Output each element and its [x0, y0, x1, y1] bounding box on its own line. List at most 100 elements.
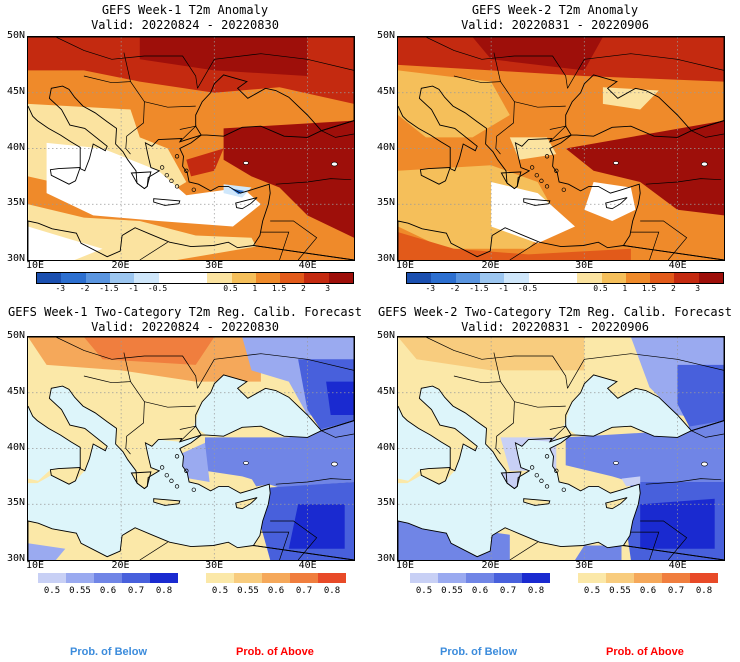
lon-label: 10E [25, 560, 45, 571]
sea-mask [398, 386, 641, 557]
panel-week1-anomaly: GEFS Week-1 T2m Anomaly Valid: 20220824 … [0, 0, 370, 310]
colorbar-tick: 0.55 [441, 586, 463, 596]
colorbar-tick: 0.6 [267, 586, 285, 596]
coastal-region [251, 476, 271, 487]
island-outline [159, 465, 165, 470]
colorbar-tick: -3 [425, 284, 436, 293]
anomaly-colorbar [406, 272, 724, 284]
probability-region [83, 337, 215, 365]
country-border [55, 37, 198, 89]
country-border [567, 353, 724, 389]
island-outline [49, 467, 81, 485]
island-outline [130, 471, 152, 490]
island-outline [419, 467, 451, 485]
lat-label: 45N [376, 385, 395, 397]
island-outline [544, 484, 550, 489]
colorbar-tick: 0.55 [69, 586, 91, 596]
colorbar-swatch [466, 573, 494, 583]
island-outline [561, 187, 566, 192]
colorbar-tick: 1 [622, 284, 628, 293]
lon-label: 20E [481, 260, 500, 271]
probability-region [28, 543, 66, 560]
country-border [144, 401, 196, 408]
island-outline [523, 198, 551, 206]
colorbar-swatch [134, 273, 159, 283]
sea-mask [193, 374, 322, 438]
map-area [27, 336, 355, 561]
probability-region [205, 420, 354, 488]
colorbar-tick: -3 [55, 284, 66, 293]
country-border [260, 531, 290, 560]
colorbar-tick: 0.8 [155, 586, 173, 596]
island-outline [539, 178, 544, 183]
colorbar-swatch [234, 573, 262, 583]
country-border [645, 178, 722, 185]
country-border [514, 401, 566, 408]
colorbar-tick: -2 [449, 284, 460, 293]
colorbar-swatch [601, 273, 626, 283]
lat-label: 40N [6, 441, 25, 453]
prob-above-colorbar [578, 573, 718, 583]
country-border [139, 541, 168, 560]
colorbar-swatch [690, 573, 718, 583]
lat-label: 50N [376, 30, 395, 41]
colorbar-swatch [182, 273, 208, 283]
island-outline [605, 497, 628, 510]
country-border [197, 353, 354, 389]
colorbar-tick: 0.5 [415, 586, 433, 596]
colorbar-swatch [290, 573, 318, 583]
lon-label: 20E [111, 260, 130, 271]
island-outline [153, 498, 181, 506]
anomaly-contour [584, 182, 636, 221]
colorbar-tick: 0.8 [527, 586, 545, 596]
lake [331, 461, 338, 467]
prob-below-colorbar [38, 573, 178, 583]
colorbar-swatch [674, 273, 699, 283]
island-outline [174, 184, 180, 189]
island-outline [544, 154, 550, 159]
island-outline [539, 478, 544, 483]
lon-label: 40E [668, 560, 687, 571]
colorbar-swatch [528, 273, 553, 283]
colorbar-tick: 1 [252, 284, 258, 293]
colorbar-tick: 0.6 [639, 586, 657, 596]
country-border [55, 337, 198, 389]
colorbar-tick: 0.7 [127, 586, 145, 596]
colorbar-swatch [577, 273, 602, 283]
colorbar-tick: 0.6 [99, 586, 117, 596]
island-outline [164, 473, 169, 478]
colorbar-swatch [625, 273, 651, 283]
lat-label: 50N [6, 30, 25, 41]
country-border [509, 241, 538, 260]
colorbar-swatch [280, 273, 305, 283]
panel-valid-dates: Valid: 20220824 - 20220830 [91, 18, 279, 32]
lat-label: 35N [376, 197, 395, 209]
colorbar-swatch [431, 273, 456, 283]
island-outline [153, 198, 181, 206]
colorbar-swatch [504, 273, 529, 283]
colorbar-tick: 0.7 [499, 586, 517, 596]
island-outline [184, 168, 189, 173]
colorbar-tick: 2 [670, 284, 676, 293]
island-fill [235, 497, 258, 509]
country-border [83, 375, 131, 384]
colorbar-swatch [328, 273, 354, 283]
colorbar-tick: 0.5 [593, 284, 608, 293]
country-border [270, 520, 318, 560]
lat-label: 40N [376, 441, 395, 453]
panel-title: GEFS Week-2 Two-Category T2m Reg. Calib.… [377, 305, 732, 319]
island-fill [605, 497, 628, 509]
lon-label: 40E [298, 560, 317, 571]
colorbar-swatch [206, 573, 234, 583]
colorbar-tick: 1.5 [641, 284, 657, 293]
coastline [28, 220, 354, 260]
anomaly-contour [398, 232, 631, 260]
island-outline [554, 168, 559, 173]
country-border [691, 130, 724, 138]
lat-label: 30N [6, 253, 25, 264]
island-outline [529, 465, 535, 470]
colorbar-tick: -1 [498, 284, 509, 293]
lon-label: 20E [481, 560, 500, 571]
colorbar-swatch [407, 273, 432, 283]
country-border [453, 375, 501, 384]
